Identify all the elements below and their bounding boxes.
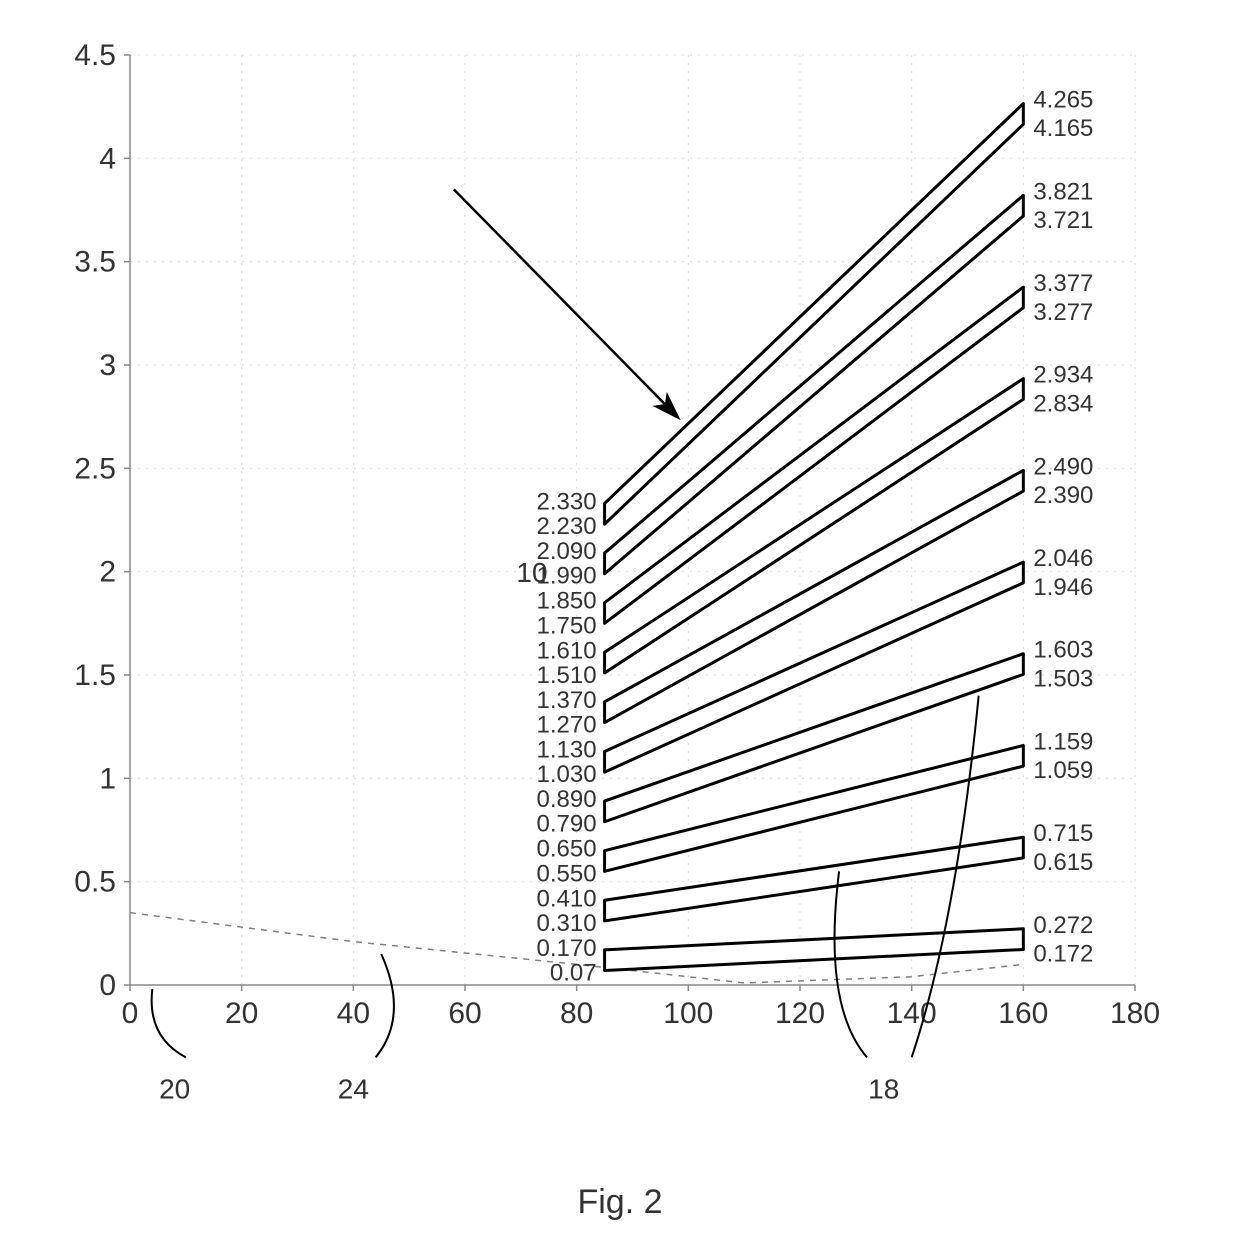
ytick-label: 0 — [99, 969, 116, 1002]
band-right-hi-label: 2.490 — [1033, 453, 1093, 480]
figure-caption: Fig. 2 — [577, 1183, 662, 1221]
ytick-label: 4.5 — [74, 39, 116, 72]
band-right-hi-label: 2.934 — [1033, 362, 1093, 389]
ytick-label: 1.5 — [74, 659, 116, 692]
band-right-lo-label: 1.059 — [1033, 757, 1093, 784]
band-right-lo-label: 2.834 — [1033, 390, 1093, 417]
band-right-lo-label: 1.503 — [1033, 665, 1093, 692]
xtick-label: 40 — [337, 997, 370, 1030]
band-left-hi-label: 1.130 — [537, 736, 597, 763]
xtick-label: 160 — [998, 997, 1048, 1030]
ytick-label: 1 — [99, 762, 116, 795]
ytick-label: 4 — [99, 142, 116, 175]
band-left-hi-label: 1.370 — [537, 687, 597, 714]
band-left-hi-label: 0.890 — [537, 786, 597, 813]
band-right-lo-label: 1.946 — [1033, 574, 1093, 601]
band-right-lo-label: 0.172 — [1033, 940, 1093, 967]
band-left-hi-label: 2.330 — [537, 488, 597, 515]
band-left-lo-label: 1.270 — [537, 712, 597, 739]
band-left-lo-label: 1.510 — [537, 662, 597, 689]
figure-svg: 0 20 40 60 80 100 120 140 160 180 0 0.5 1 1.5 2 2.5 3 3.5… — [0, 0, 1240, 1253]
band-right-lo-label: 3.277 — [1033, 299, 1093, 326]
xtick-label: 0 — [122, 997, 139, 1030]
band-right-hi-label: 3.377 — [1033, 270, 1093, 297]
band-right-hi-label: 0.272 — [1033, 912, 1093, 939]
ytick-label: 0.5 — [74, 866, 116, 899]
callout-label: 20 — [159, 1074, 190, 1105]
band-left-lo-label: 0.07 — [550, 960, 597, 987]
xtick-label: 80 — [560, 997, 593, 1030]
xtick-label: 120 — [775, 997, 825, 1030]
band-left-hi-label: 0.170 — [537, 935, 597, 962]
band-left-lo-label: 2.230 — [537, 513, 597, 540]
band-left-lo-label: 0.790 — [537, 811, 597, 838]
xtick-label: 140 — [887, 997, 937, 1030]
band-left-lo-label: 0.550 — [537, 860, 597, 887]
xtick-label: 180 — [1110, 997, 1160, 1030]
band-left-lo-label: 1.030 — [537, 761, 597, 788]
callout-label: 18 — [868, 1074, 899, 1105]
band-right-lo-label: 3.721 — [1033, 207, 1093, 234]
band-right-lo-label: 4.165 — [1033, 115, 1093, 142]
xtick-label: 60 — [448, 997, 481, 1030]
ytick-label: 3.5 — [74, 246, 116, 279]
band-right-lo-label: 2.390 — [1033, 482, 1093, 509]
band-right-hi-label: 0.715 — [1033, 820, 1093, 847]
callout-label: 10 — [516, 557, 547, 588]
band-right-hi-label: 4.265 — [1033, 87, 1093, 114]
band-right-hi-label: 2.046 — [1033, 545, 1093, 572]
band-left-hi-label: 0.650 — [537, 836, 597, 863]
band-left-hi-label: 1.850 — [537, 588, 597, 615]
ytick-label: 2.5 — [74, 452, 116, 485]
band-left-lo-label: 0.310 — [537, 910, 597, 937]
ytick-label: 3 — [99, 349, 116, 382]
band-left-hi-label: 1.610 — [537, 637, 597, 664]
band-left-lo-label: 1.750 — [537, 612, 597, 639]
band-right-hi-label: 3.821 — [1033, 178, 1093, 205]
band-right-hi-label: 1.603 — [1033, 637, 1093, 664]
xtick-label: 100 — [663, 997, 713, 1030]
band-left-hi-label: 0.410 — [537, 885, 597, 912]
callout-label: 24 — [338, 1074, 369, 1105]
band-right-lo-label: 0.615 — [1033, 849, 1093, 876]
ytick-label: 2 — [99, 556, 116, 589]
xtick-label: 20 — [225, 997, 258, 1030]
band-right-hi-label: 1.159 — [1033, 728, 1093, 755]
